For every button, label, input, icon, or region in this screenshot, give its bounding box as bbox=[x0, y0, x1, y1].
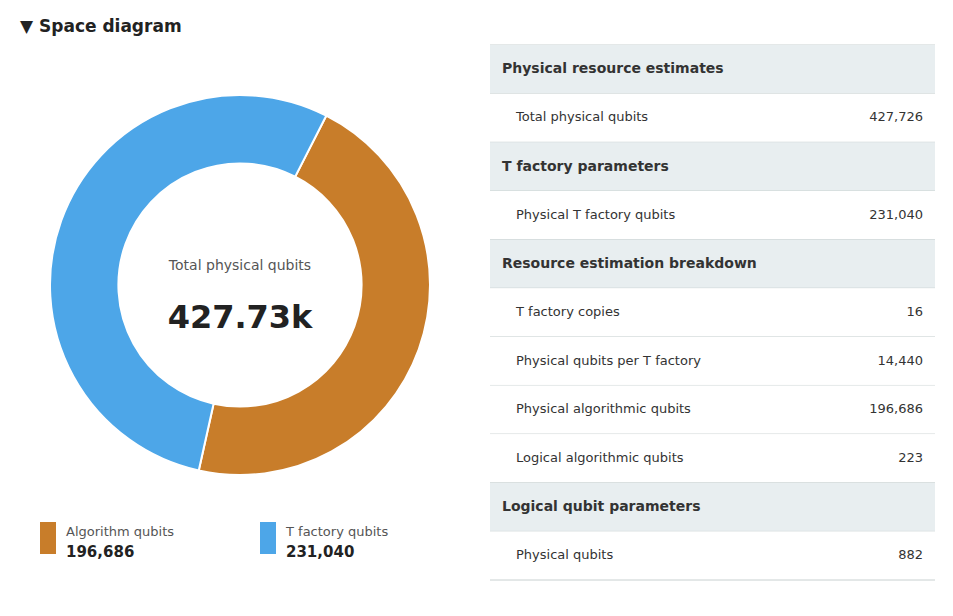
legend-item: T factory qubits 231,040 bbox=[260, 522, 388, 561]
table-label: Physical T factory qubits bbox=[516, 207, 675, 222]
donut: Total physical qubits 427.73k bbox=[50, 95, 430, 475]
table-label: T factory copies bbox=[515, 304, 620, 319]
table-label: Logical algorithmic qubits bbox=[516, 450, 684, 465]
table-value: 882 bbox=[898, 547, 923, 562]
chart-root: ▼ Space diagram Total physical qubits 427.… bbox=[0, 0, 953, 616]
legend-swatch bbox=[260, 522, 276, 554]
table-row-cell bbox=[490, 434, 935, 483]
table-row-cell bbox=[490, 288, 935, 337]
legend-value: 196,686 bbox=[66, 543, 134, 561]
table-header-cell bbox=[490, 45, 935, 94]
legend-value: 231,040 bbox=[286, 543, 354, 561]
donut-slice bbox=[50, 95, 326, 470]
table-header: Physical resource estimates bbox=[502, 60, 724, 76]
table-header-cell bbox=[490, 142, 935, 191]
table-value: 231,040 bbox=[869, 207, 923, 222]
legend-label: T factory qubits bbox=[285, 524, 388, 539]
table-row-cell bbox=[490, 191, 935, 240]
center-label: Total physical qubits bbox=[168, 257, 311, 273]
table-row-cell bbox=[490, 337, 935, 386]
table-header: Resource estimation breakdown bbox=[502, 255, 757, 271]
legend-label: Algorithm qubits bbox=[66, 524, 174, 539]
table-row-cell bbox=[490, 94, 935, 143]
table-label: Total physical qubits bbox=[515, 109, 648, 124]
table-value: 427,726 bbox=[869, 109, 923, 124]
table-value: 16 bbox=[906, 304, 923, 319]
center-value: 427.73k bbox=[168, 298, 313, 336]
table-value: 196,686 bbox=[869, 401, 923, 416]
title: ▼ Space diagram bbox=[20, 16, 182, 36]
table-row-cell bbox=[490, 531, 935, 580]
legend-swatch bbox=[40, 522, 56, 554]
table-value: 14,440 bbox=[878, 353, 924, 368]
legend: Algorithm qubits 196,686 T factory qubits 2… bbox=[40, 522, 388, 561]
table-header-cell bbox=[490, 483, 935, 532]
table-label: Physical qubits per T factory bbox=[516, 353, 701, 368]
table-value: 223 bbox=[898, 450, 923, 465]
donut-slice bbox=[199, 116, 430, 475]
table-header-cell bbox=[490, 240, 935, 289]
table-row-cell bbox=[490, 385, 935, 434]
table-label: Physical algorithmic qubits bbox=[516, 401, 691, 416]
table-label: Physical qubits bbox=[516, 547, 613, 562]
table: Physical resource estimates Total physica… bbox=[490, 45, 935, 580]
table-header: Logical qubit parameters bbox=[502, 498, 700, 514]
table-header: T factory parameters bbox=[502, 158, 669, 174]
table-separator bbox=[490, 580, 935, 581]
legend-item: Algorithm qubits 196,686 bbox=[40, 522, 174, 561]
